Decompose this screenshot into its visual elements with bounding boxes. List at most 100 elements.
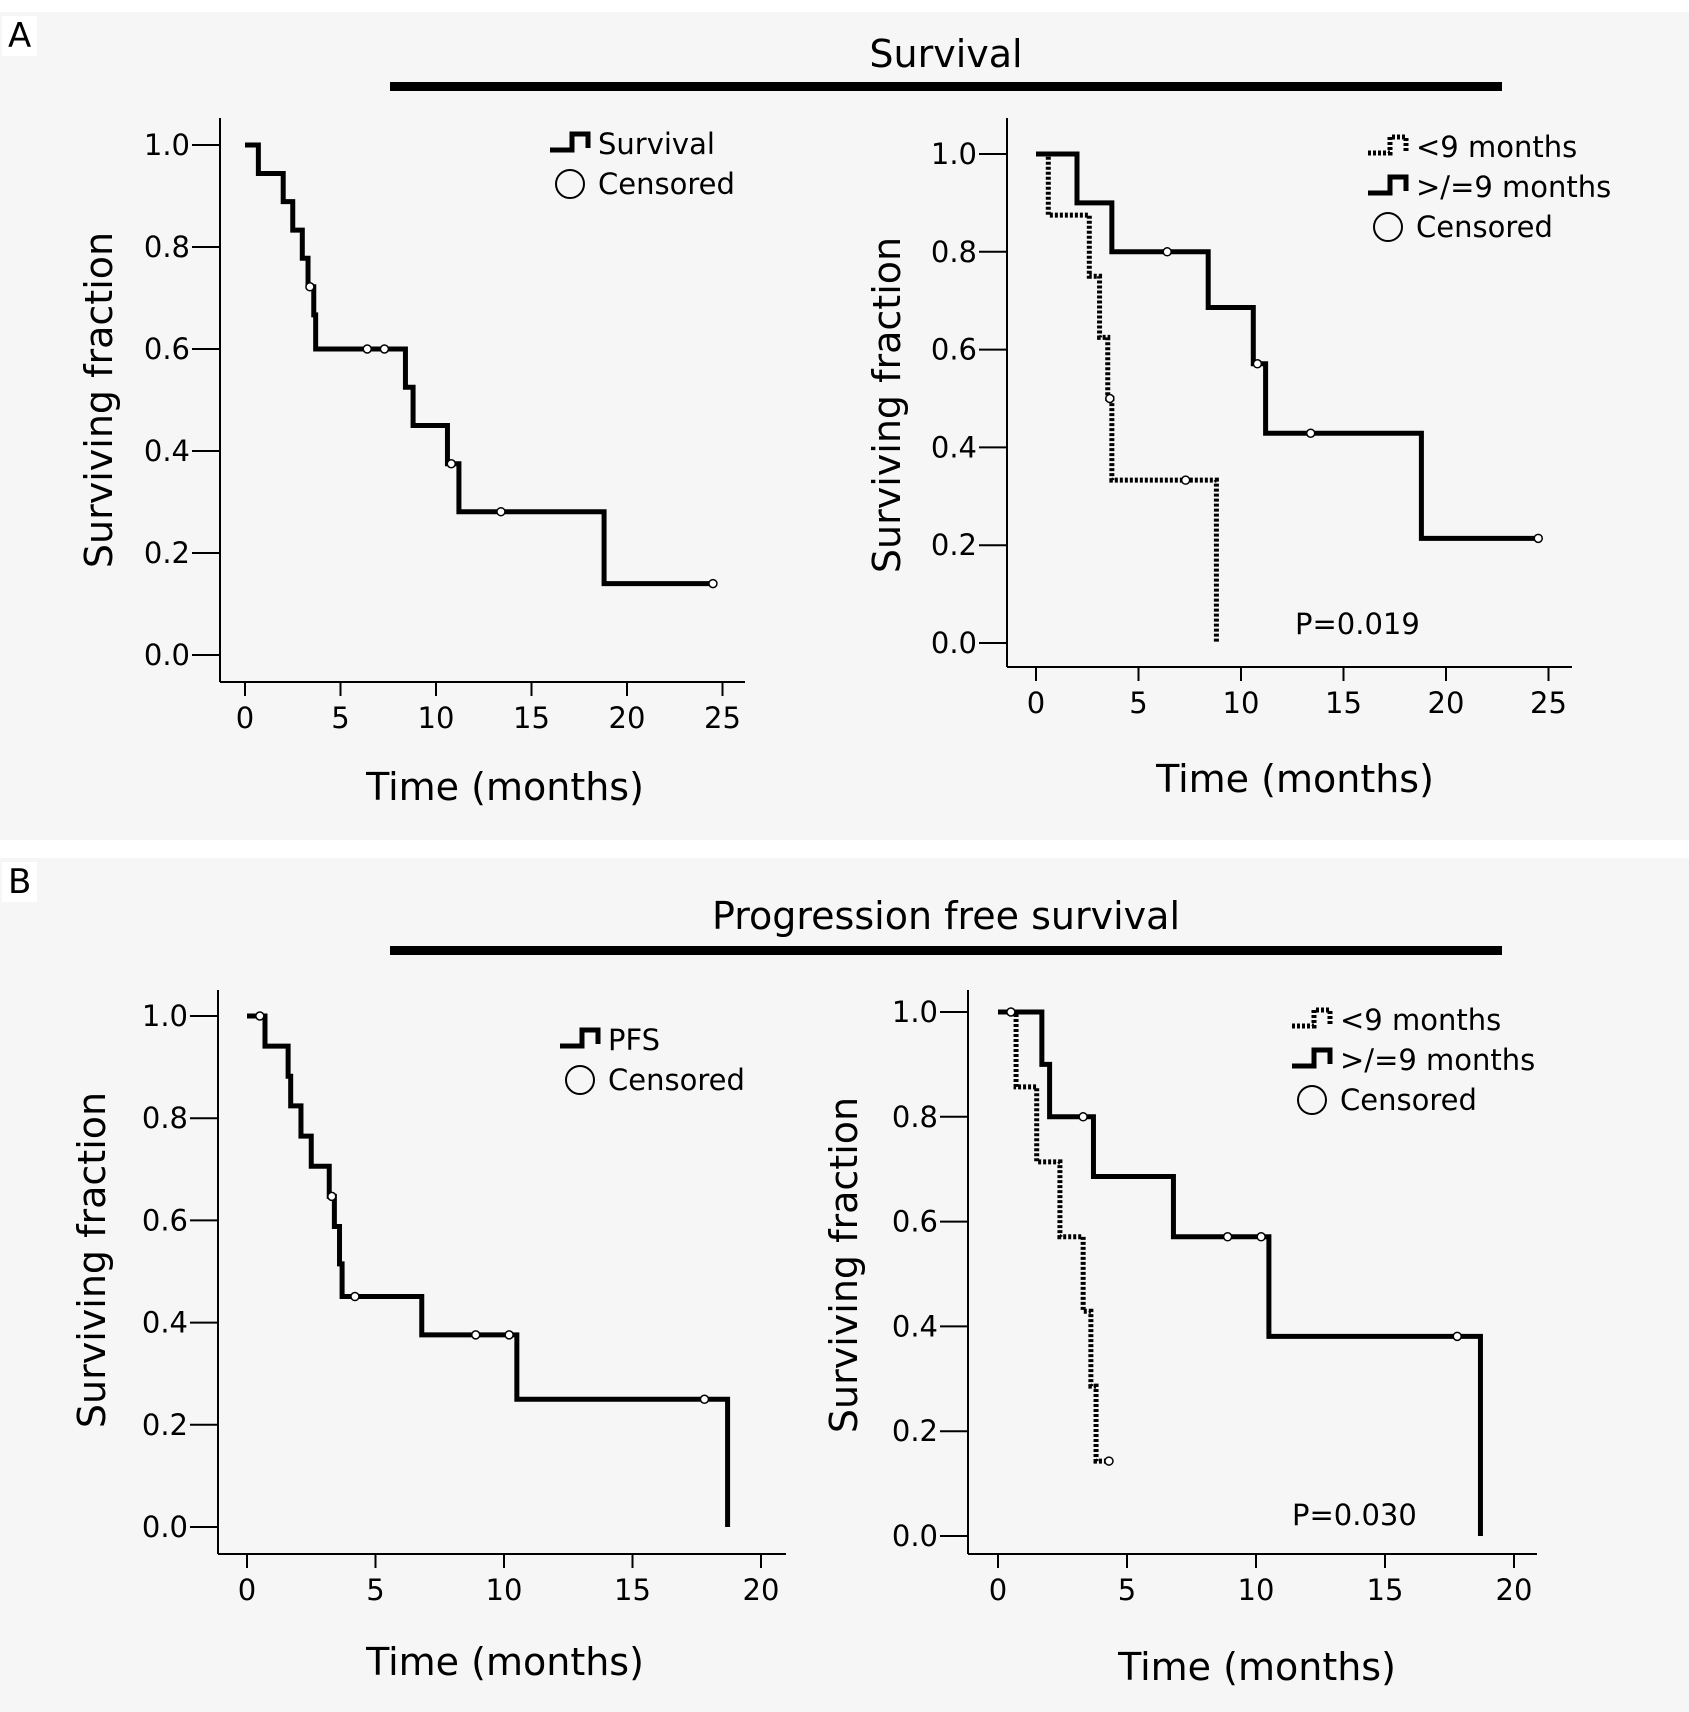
panel-b-title-rule xyxy=(390,946,1502,955)
chart-a1: 0.0 0.2 0.4 0.6 0.8 1.0 0 5 10 15 20 25 Time (months… xyxy=(77,118,745,809)
panel-a-title: Survival xyxy=(869,32,1023,76)
censored-marker xyxy=(1078,1112,1088,1122)
series-line xyxy=(1036,151,1219,643)
censored-marker xyxy=(1252,359,1263,369)
y-tick-label: 0.2 xyxy=(931,528,977,562)
legend-label: Censored xyxy=(598,167,735,201)
x-tick-label: 15 xyxy=(1367,1573,1404,1607)
censored-marker xyxy=(504,1330,514,1340)
x-tick-label: 20 xyxy=(1428,686,1465,720)
panel-a-letter: A xyxy=(2,16,38,56)
censored-marker xyxy=(350,1291,360,1302)
y-tick-label: 0.6 xyxy=(142,1203,188,1237)
y-tick-label: 0.8 xyxy=(142,1101,188,1135)
y-tick-label: 0.0 xyxy=(892,1519,938,1553)
panel-a-title-rule xyxy=(390,82,1502,91)
x-tick-label: 10 xyxy=(418,701,455,735)
x-tick-label: 10 xyxy=(1223,686,1260,720)
y-tick-label: 1.0 xyxy=(892,995,938,1029)
censored-marker xyxy=(1256,1232,1266,1242)
x-tick-label: 25 xyxy=(1530,686,1567,720)
y-axis-label: Surviving fraction xyxy=(77,232,121,568)
censored-marker xyxy=(496,506,506,517)
y-tick-label: 0.2 xyxy=(142,1408,188,1442)
y-tick-label: 0.0 xyxy=(931,626,977,660)
y-axis-label: Surviving fraction xyxy=(865,237,909,573)
x-tick-label: 0 xyxy=(236,701,254,735)
y-tick-label: 0.2 xyxy=(892,1414,938,1448)
legend-censored-symbol xyxy=(555,169,585,199)
legend-censored-symbol xyxy=(1297,1085,1327,1115)
censored-marker xyxy=(1162,247,1172,257)
x-tick-label: 15 xyxy=(614,1573,651,1607)
legend-line-symbol xyxy=(1368,134,1409,156)
chart-b1: 0.0 0.2 0.4 0.6 0.8 1.0 0 5 10 15 20 Time (months) S… xyxy=(70,990,786,1684)
x-tick-label: 0 xyxy=(1027,686,1045,720)
chart-b2: 0.0 0.2 0.4 0.6 0.8 1.0 0 5 10 15 20 Time (months) S… xyxy=(822,990,1537,1689)
censored-marker xyxy=(255,1011,265,1021)
x-tick-label: 20 xyxy=(609,701,646,735)
x-axis-label: Time (months) xyxy=(1155,757,1434,801)
censored-marker xyxy=(470,1330,481,1340)
censored-marker xyxy=(446,459,457,469)
x-tick-label: 0 xyxy=(989,1573,1007,1607)
censored-marker xyxy=(1452,1331,1462,1342)
y-tick-label: 0.0 xyxy=(142,1510,188,1544)
legend-label: >/=9 months xyxy=(1340,1043,1535,1077)
legend-label: PFS xyxy=(608,1023,660,1057)
legend-censored-symbol xyxy=(1373,212,1403,242)
legend-label: >/=9 months xyxy=(1416,170,1611,204)
x-tick-label: 10 xyxy=(486,1573,523,1607)
x-tick-label: 5 xyxy=(366,1573,384,1607)
censored-marker xyxy=(327,1191,337,1202)
panel-b-title: Progression free survival xyxy=(711,894,1181,938)
y-tick-label: 0.8 xyxy=(144,230,190,264)
censored-marker xyxy=(1104,1456,1114,1466)
censored-marker xyxy=(699,1394,710,1404)
x-axis-label: Time (months) xyxy=(1117,1645,1396,1689)
legend-label: Censored xyxy=(1416,210,1553,244)
p-value-annotation: P=0.019 xyxy=(1295,607,1420,641)
y-tick-label: 0.6 xyxy=(892,1205,938,1239)
y-tick-label: 1.0 xyxy=(142,999,188,1033)
y-tick-label: 0.4 xyxy=(142,1306,188,1340)
x-tick-label: 5 xyxy=(1118,1573,1136,1607)
legend-label: Censored xyxy=(1340,1083,1477,1117)
chart-a2: 0.0 0.2 0.4 0.6 0.8 1.0 0 5 10 15 20 25 Time (months… xyxy=(865,118,1611,801)
censored-marker xyxy=(1305,428,1316,438)
x-tick-label: 15 xyxy=(513,701,550,735)
legend-line-symbol xyxy=(1368,174,1409,196)
y-axis-label: Surviving fraction xyxy=(822,1097,866,1433)
censored-marker xyxy=(1222,1232,1233,1242)
y-tick-label: 0.4 xyxy=(144,434,190,468)
series-line xyxy=(1036,151,1539,541)
y-tick-label: 0.4 xyxy=(892,1309,938,1343)
legend-label: Survival xyxy=(598,127,715,161)
legend-censored-symbol xyxy=(565,1065,595,1095)
censored-marker xyxy=(1105,393,1115,404)
series-line xyxy=(245,142,713,587)
legend-line-symbol xyxy=(1292,1047,1333,1069)
legend-line-symbol xyxy=(1292,1007,1333,1029)
y-axis-label: Surviving fraction xyxy=(70,1092,114,1428)
x-tick-label: 0 xyxy=(238,1573,256,1607)
x-tick-label: 20 xyxy=(1496,1573,1533,1607)
y-tick-label: 0.8 xyxy=(931,235,977,269)
x-axis-label: Time (months) xyxy=(365,1640,644,1684)
y-tick-label: 0.4 xyxy=(931,430,977,464)
legend-label: Censored xyxy=(608,1063,745,1097)
censored-marker xyxy=(708,578,718,589)
panel-b-letter: B xyxy=(2,862,38,902)
legend-label: <9 months xyxy=(1416,130,1577,164)
y-tick-label: 1.0 xyxy=(144,128,190,162)
y-tick-label: 1.0 xyxy=(931,137,977,171)
x-tick-label: 15 xyxy=(1325,686,1362,720)
censored-marker xyxy=(1006,1007,1016,1017)
censored-marker xyxy=(1533,533,1543,544)
censored-marker xyxy=(379,344,390,354)
y-tick-label: 0.2 xyxy=(144,536,190,570)
x-tick-label: 25 xyxy=(704,701,741,735)
legend-line-symbol xyxy=(550,131,591,153)
x-tick-label: 5 xyxy=(1129,686,1147,720)
